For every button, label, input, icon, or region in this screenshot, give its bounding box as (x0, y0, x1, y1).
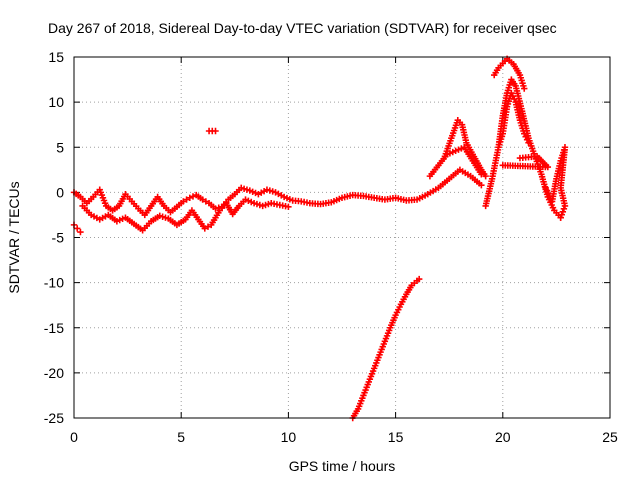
y-axis-label: SDTVAR / TECUs (6, 181, 22, 293)
y-tick-label: -10 (44, 275, 64, 291)
data-point (201, 225, 208, 232)
y-tick-label: 15 (48, 49, 64, 65)
y-tick-label: 0 (56, 184, 64, 200)
axis-ticks: 0 5 10 15 20 25 -25 -20 -15 -10 -5 0 5 10 15 (44, 49, 618, 445)
data-point (212, 127, 219, 135)
grid (74, 57, 610, 418)
y-tick-label: -20 (44, 365, 64, 381)
data-point (186, 194, 193, 201)
data-point (212, 205, 219, 212)
data-point (74, 225, 81, 232)
y-tick-label: -5 (52, 230, 65, 246)
data-point (285, 203, 292, 211)
data-point (525, 139, 532, 146)
x-tick-label: 15 (388, 429, 404, 445)
x-tick-label: 10 (281, 429, 297, 445)
data-point (415, 275, 423, 283)
x-tick-label: 25 (602, 429, 618, 445)
y-tick-label: 5 (56, 139, 64, 155)
data-point (189, 193, 197, 200)
data-point (478, 181, 485, 189)
y-tick-label: -25 (44, 410, 64, 426)
x-tick-label: 0 (70, 429, 78, 445)
x-tick-label: 5 (177, 429, 185, 445)
data-point (482, 172, 489, 180)
x-tick-label: 20 (495, 429, 511, 445)
data-points (70, 55, 569, 422)
y-tick-label: 10 (48, 94, 64, 110)
data-point (180, 198, 187, 205)
data-point (521, 85, 528, 92)
chart-title: Day 267 of 2018, Sidereal Day-to-day VTE… (48, 20, 557, 36)
data-point (202, 198, 210, 205)
data-point (499, 162, 506, 169)
data-point (557, 214, 564, 221)
data-point (77, 228, 84, 236)
data-point (199, 196, 206, 203)
data-point (204, 223, 212, 230)
y-tick-label: -15 (44, 320, 64, 336)
data-point (183, 196, 190, 203)
plot-frame (73, 56, 611, 419)
x-axis-label: GPS time / hours (289, 458, 396, 474)
